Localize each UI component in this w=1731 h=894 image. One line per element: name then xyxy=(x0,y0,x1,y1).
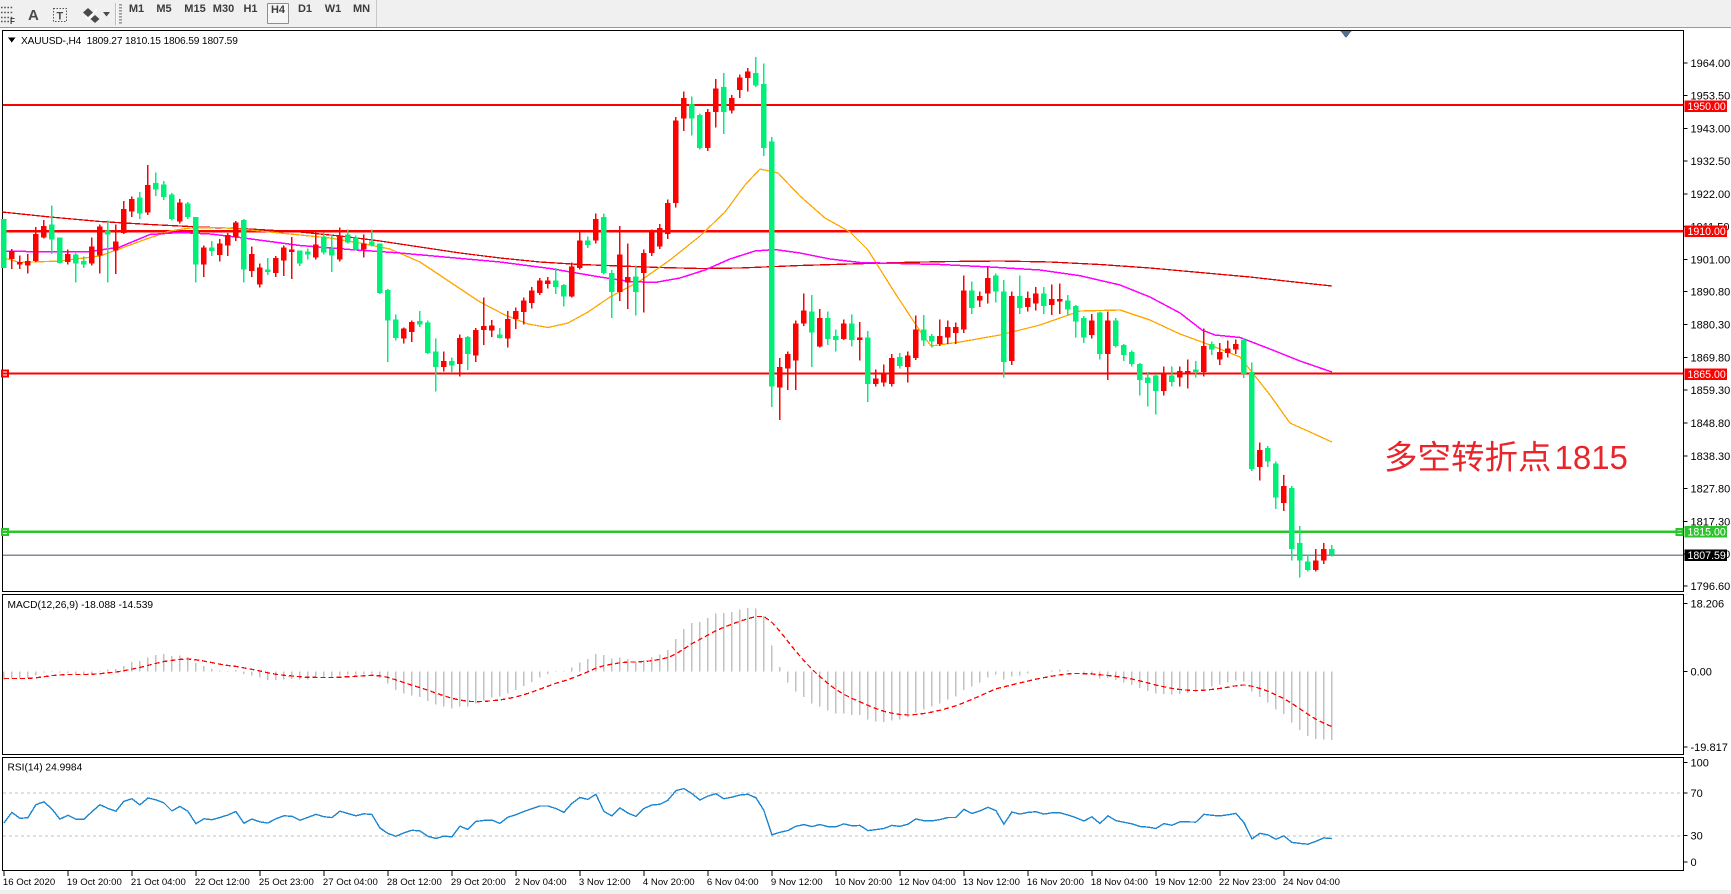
svg-text:100: 100 xyxy=(1691,758,1709,770)
svg-text:1815.00: 1815.00 xyxy=(1688,527,1726,539)
svg-text:28 Oct 12:00: 28 Oct 12:00 xyxy=(387,877,442,888)
svg-text:1901.00: 1901.00 xyxy=(1691,254,1731,266)
svg-text:1880.30: 1880.30 xyxy=(1691,320,1731,332)
svg-text:4 Nov 20:00: 4 Nov 20:00 xyxy=(643,877,695,888)
svg-text:0.00: 0.00 xyxy=(1691,667,1712,679)
svg-text:0: 0 xyxy=(1691,857,1697,869)
svg-text:1838.30: 1838.30 xyxy=(1691,451,1731,463)
svg-text:19 Nov 12:00: 19 Nov 12:00 xyxy=(1155,877,1212,888)
svg-text:19 Oct 20:00: 19 Oct 20:00 xyxy=(67,877,122,888)
svg-text:1932.50: 1932.50 xyxy=(1691,156,1731,168)
svg-text:9 Nov 12:00: 9 Nov 12:00 xyxy=(771,877,823,888)
svg-text:18 Nov 04:00: 18 Nov 04:00 xyxy=(1091,877,1148,888)
svg-text:1910.00: 1910.00 xyxy=(1688,226,1726,238)
svg-text:6 Nov 04:00: 6 Nov 04:00 xyxy=(707,877,759,888)
svg-text:1807.59: 1807.59 xyxy=(1688,550,1726,562)
svg-text:3 Nov 12:00: 3 Nov 12:00 xyxy=(579,877,631,888)
svg-text:1890.80: 1890.80 xyxy=(1691,287,1731,299)
svg-text:XAUUSD-,H4 1809.27 1810.15 18: XAUUSD-,H4 1809.27 1810.15 1806.59 1807.… xyxy=(21,36,238,47)
svg-text:22 Oct 12:00: 22 Oct 12:00 xyxy=(195,877,250,888)
svg-text:RSI(14) 24.9984: RSI(14) 24.9984 xyxy=(8,763,83,774)
svg-text:1817.30: 1817.30 xyxy=(1691,516,1731,528)
svg-text:1950.00: 1950.00 xyxy=(1688,101,1726,113)
svg-text:25 Oct 23:00: 25 Oct 23:00 xyxy=(259,877,314,888)
svg-text:2 Nov 04:00: 2 Nov 04:00 xyxy=(515,877,567,888)
svg-text:21 Oct 04:00: 21 Oct 04:00 xyxy=(131,877,186,888)
svg-text:1865.00: 1865.00 xyxy=(1688,369,1726,381)
svg-text:1827.80: 1827.80 xyxy=(1691,484,1731,496)
svg-text:A: A xyxy=(28,7,39,24)
svg-text:30: 30 xyxy=(1691,831,1703,843)
svg-text:10 Nov 20:00: 10 Nov 20:00 xyxy=(835,877,892,888)
svg-text:-19.817: -19.817 xyxy=(1691,742,1728,754)
svg-text:12 Nov 04:00: 12 Nov 04:00 xyxy=(899,877,956,888)
svg-text:1953.50: 1953.50 xyxy=(1691,91,1731,103)
svg-text:29 Oct 20:00: 29 Oct 20:00 xyxy=(451,877,506,888)
svg-text:1815: 1815 xyxy=(1555,439,1628,476)
svg-text:MACD(12,26,9) -18.088 -14.539: MACD(12,26,9) -18.088 -14.539 xyxy=(8,600,154,611)
svg-text:16 Oct 2020: 16 Oct 2020 xyxy=(3,877,55,888)
svg-text:T: T xyxy=(57,11,64,23)
svg-text:70: 70 xyxy=(1691,788,1703,800)
svg-text:18.206: 18.206 xyxy=(1691,599,1725,611)
svg-text:22 Nov 23:00: 22 Nov 23:00 xyxy=(1219,877,1276,888)
svg-text:1796.60: 1796.60 xyxy=(1691,581,1731,593)
svg-text:1869.80: 1869.80 xyxy=(1691,352,1731,364)
svg-text:1943.00: 1943.00 xyxy=(1691,124,1731,136)
svg-text:13 Nov 12:00: 13 Nov 12:00 xyxy=(963,877,1020,888)
svg-text:27 Oct 04:00: 27 Oct 04:00 xyxy=(323,877,378,888)
svg-text:1848.80: 1848.80 xyxy=(1691,418,1731,430)
svg-text:16 Nov 20:00: 16 Nov 20:00 xyxy=(1027,877,1084,888)
svg-text:1964.00: 1964.00 xyxy=(1691,58,1731,70)
svg-text:1922.00: 1922.00 xyxy=(1691,189,1731,201)
svg-text:24 Nov 04:00: 24 Nov 04:00 xyxy=(1283,877,1340,888)
svg-text:1859.30: 1859.30 xyxy=(1691,385,1731,397)
svg-text:F: F xyxy=(10,17,15,26)
